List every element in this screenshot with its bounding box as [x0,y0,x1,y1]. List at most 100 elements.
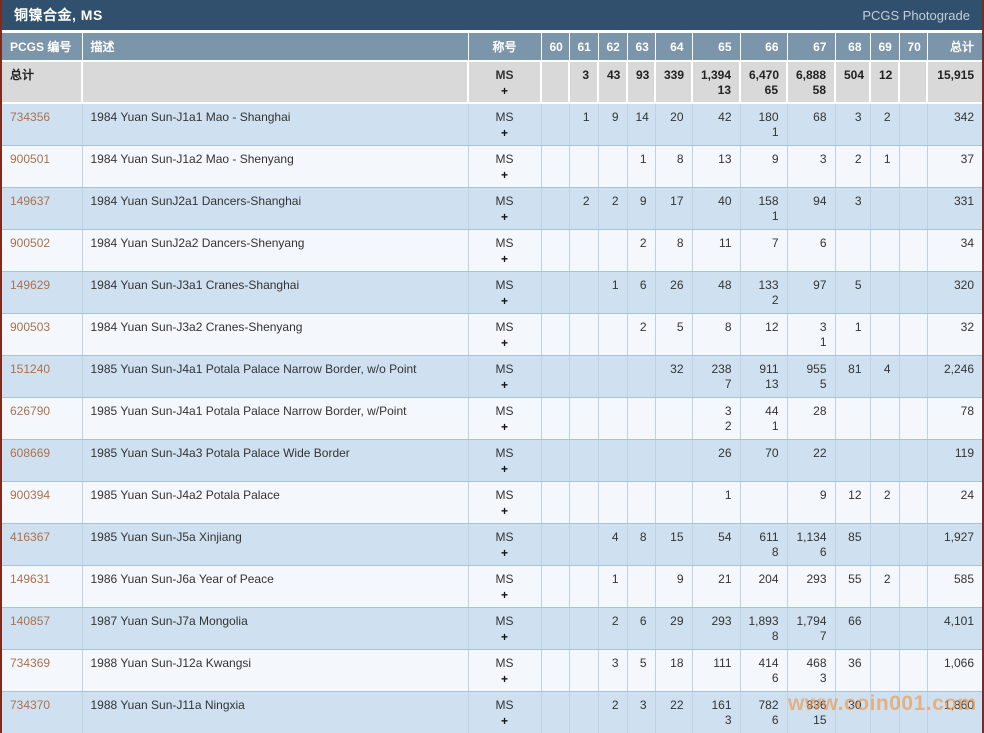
pcgs-number-link[interactable]: 151240 [10,361,51,376]
designation-cell: MS + [468,103,542,146]
designation-plus-label: + [500,126,508,140]
row-total: 37 [927,145,982,188]
grade-cell-64: 32 [655,355,693,398]
coin-description: 1988 Yuan Sun-J12a Kwangsi [82,649,469,692]
table-header-row: PCGS 编号 描述 称号 60 61 62 63 64 65 66 67 68 69 70 总计 [2,33,982,62]
pcgs-number-link[interactable]: 734369 [10,655,51,670]
pcgs-number-cell: 900503 [2,313,83,356]
grade-cell-63: 9 [627,187,656,230]
grade-cell-66: 7 [740,229,788,272]
column-header-65: 65 [692,33,741,62]
coin-description: 1986 Yuan Sun-J6a Year of Peace [82,565,469,608]
total-row-grand-total: 15,915 [927,61,982,104]
column-header-62: 62 [598,33,628,62]
pcgs-number-link[interactable]: 149637 [10,193,51,208]
designation-label: MS [495,697,514,712]
grade-cell-63: 8 [627,523,656,566]
grade-cell-60 [541,145,570,188]
row-total: 331 [927,187,982,230]
grade-cell-64: 8 [655,145,693,188]
column-header-63: 63 [627,33,656,62]
designation-label: MS [495,68,514,82]
coin-description: 1984 Yuan SunJ2a1 Dancers-Shanghai [82,187,469,230]
table-row: 734369 1988 Yuan Sun-J12a Kwangsi MS + 3 5 … [2,649,982,692]
grade-cell-64: 20 [655,103,693,146]
pcgs-number-cell: 416367 [2,523,83,566]
row-total: 2,246 [927,355,982,398]
coin-description: 1984 Yuan Sun-J1a1 Mao - Shanghai [82,103,469,146]
grade-cell-60 [541,439,570,482]
grade-cell-69 [870,523,900,566]
pcgs-number-link[interactable]: 149631 [10,571,51,586]
grade-cell-65: 26 [692,439,741,482]
grade-cell-65: 21 [692,565,741,608]
grade-cell-67: 293 [787,565,836,608]
grade-cell-61 [569,229,599,272]
grade-cell-70 [899,565,928,608]
grade-cell-64: 29 [655,607,693,650]
grade-cell-70 [899,103,928,146]
coin-description: 1985 Yuan Sun-J4a3 Potala Palace Wide Bo… [82,439,469,482]
grade-cell-69 [870,187,900,230]
pcgs-number-link[interactable]: 900394 [10,487,51,502]
column-header-total: 总计 [927,33,982,62]
pcgs-number-link[interactable]: 900502 [10,235,51,250]
pcgs-number-cell: 734370 [2,691,83,733]
pcgs-number-link[interactable]: 734370 [10,697,51,712]
coin-description: 1987 Yuan Sun-J7a Mongolia [82,607,469,650]
grade-cell-69: 12 [870,61,900,104]
table-row: 734356 1984 Yuan Sun-J1a1 Mao - Shanghai M… [2,103,982,146]
pcgs-number-link[interactable]: 900503 [10,319,51,334]
designation-label: MS [495,277,514,292]
grade-cell-64: 18 [655,649,693,692]
grade-cell-64: 26 [655,271,693,314]
pcgs-number-link[interactable]: 416367 [10,529,51,544]
grade-cell-63 [627,355,656,398]
grade-cell-67: 6,888 58 [787,61,836,104]
designation-plus-label: + [500,167,508,182]
pcgs-number-cell: 734369 [2,649,83,692]
designation-cell: MS + [468,61,542,104]
grade-cell-63: 14 [627,103,656,146]
designation-plus-label: + [500,503,508,518]
designation-label: MS [495,193,514,208]
pcgs-number-link[interactable]: 900501 [10,151,51,166]
designation-cell: MS + [468,691,542,733]
grade-cell-62 [598,229,628,272]
designation-cell: MS + [468,439,542,482]
photograde-link[interactable]: PCGS Photograde [862,7,970,23]
designation-label: MS [495,529,514,544]
grade-cell-61 [569,649,599,692]
coin-description: 1985 Yuan Sun-J4a1 Potala Palace Narrow … [82,397,469,440]
grade-cell-61 [569,313,599,356]
grade-cell-61 [569,565,599,608]
grade-cell-60 [541,355,570,398]
pcgs-number-cell: 149629 [2,271,83,314]
grade-cell-68 [835,397,871,440]
grade-cell-68: 2 [835,145,871,188]
pcgs-number-cell: 734356 [2,103,83,146]
pcgs-number-link[interactable]: 608669 [10,445,51,460]
grade-cell-60 [541,481,570,524]
pcgs-number-link[interactable]: 140857 [10,613,51,628]
total-row-label: 总计 [2,61,83,104]
designation-label: MS [495,655,514,670]
pcgs-number-link[interactable]: 149629 [10,277,51,292]
grade-cell-66: 414 6 [740,649,788,692]
grade-cell-65: 48 [692,271,741,314]
pcgs-number-link[interactable]: 734356 [10,110,51,124]
coin-description: 1988 Yuan Sun-J11a Ningxia [82,691,469,733]
grade-cell-70 [899,145,928,188]
coin-description: 1984 Yuan Sun-J1a2 Mao - Shenyang [82,145,469,188]
pcgs-number-cell: 900502 [2,229,83,272]
grade-cell-66: 911 13 [740,355,788,398]
coin-description: 1985 Yuan Sun-J4a1 Potala Palace Narrow … [82,355,469,398]
designation-plus-label: + [500,293,508,308]
table-row: 416367 1985 Yuan Sun-J5a Xinjiang MS + 4 8 … [2,523,982,566]
grade-cell-68: 55 [835,565,871,608]
pcgs-number-link[interactable]: 626790 [10,403,51,418]
designation-cell: MS + [468,187,542,230]
grade-cell-64 [655,439,693,482]
table-row: 149637 1984 Yuan SunJ2a1 Dancers-Shanghai… [2,187,982,230]
grade-cell-60 [541,523,570,566]
